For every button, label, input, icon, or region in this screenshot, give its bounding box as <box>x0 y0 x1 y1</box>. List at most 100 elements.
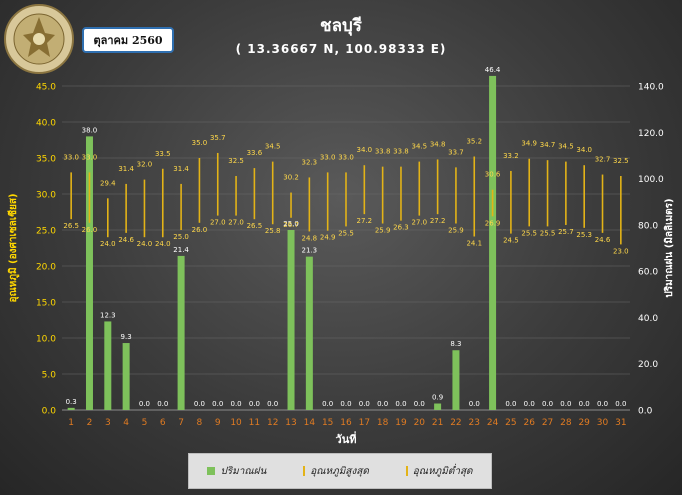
tmax-data-label: 33.5 <box>155 150 171 158</box>
right-axis-label: ปริมาณฝน (มิลลิเมตร) <box>663 198 675 297</box>
x-axis-tick-label: 7 <box>178 418 184 428</box>
tmax-data-label: 34.0 <box>357 146 373 154</box>
tmin-data-label: 27.2 <box>357 217 373 225</box>
rain-data-label: 0.0 <box>267 400 278 408</box>
left-axis-tick-label: 10.0 <box>36 335 56 345</box>
tmin-data-label: 27.0 <box>228 219 244 227</box>
x-axis-tick-label: 20 <box>414 418 426 428</box>
right-axis-tick-label: 20.0 <box>638 360 658 370</box>
rain-data-label: 0.0 <box>560 400 571 408</box>
right-axis-tick-label: 0.0 <box>638 407 653 417</box>
rain-data-label: 0.0 <box>395 400 406 408</box>
left-axis-tick-label: 15.0 <box>36 299 56 309</box>
tmin-data-label: 24.0 <box>137 240 153 248</box>
rain-data-label: 46.4 <box>485 66 501 74</box>
rain-data-label: 25.0 <box>283 220 299 228</box>
tmin-data-label: 27.0 <box>411 219 427 227</box>
rain-data-label: 0.9 <box>432 394 443 402</box>
tmin-data-label: 25.0 <box>173 233 189 241</box>
rain-data-label: 0.0 <box>469 400 480 408</box>
x-axis-tick-label: 2 <box>87 418 93 428</box>
tmax-data-label: 33.8 <box>393 148 409 156</box>
tmin-data-label: 24.8 <box>302 234 318 242</box>
tmin-data-label: 24.9 <box>320 234 336 242</box>
tmin-data-label: 25.9 <box>375 227 391 235</box>
rain-data-label: 0.0 <box>194 400 205 408</box>
legend-item-tmax: อุณหภูมิสูงสุด <box>303 464 369 479</box>
rain-data-label: 0.0 <box>139 400 150 408</box>
rain-data-label: 0.0 <box>579 400 590 408</box>
rain-data-label: 0.0 <box>542 400 553 408</box>
tmin-data-label: 25.5 <box>338 229 354 237</box>
left-axis-tick-label: 40.0 <box>36 119 56 129</box>
left-axis-tick-label: 5.0 <box>42 371 57 381</box>
rain-bar <box>434 403 442 410</box>
tmax-data-label: 34.8 <box>430 140 446 148</box>
tmin-data-label: 26.5 <box>247 222 263 230</box>
x-axis-tick-label: 17 <box>359 418 370 428</box>
rain-bar <box>287 230 295 410</box>
tmin-data-label: 24.1 <box>466 239 482 247</box>
tmin-data-label: 24.0 <box>100 240 116 248</box>
tmin-data-label: 27.2 <box>430 217 446 225</box>
left-axis-tick-label: 20.0 <box>36 263 56 273</box>
tmax-data-label: 35.7 <box>210 134 226 142</box>
rain-bar <box>452 350 460 410</box>
left-axis-tick-label: 45.0 <box>36 83 56 93</box>
x-axis-tick-label: 18 <box>377 418 389 428</box>
tmax-data-label: 33.0 <box>320 153 336 161</box>
rain-data-label: 12.3 <box>100 311 116 319</box>
x-axis-tick-label: 14 <box>304 418 316 428</box>
x-axis-tick-label: 26 <box>523 418 535 428</box>
rain-data-label: 0.0 <box>524 400 535 408</box>
right-axis-tick-label: 40.0 <box>638 314 658 324</box>
rain-data-label: 0.0 <box>322 400 333 408</box>
x-axis-tick-label: 24 <box>487 418 499 428</box>
rain-data-label: 0.0 <box>249 400 260 408</box>
x-axis-tick-label: 8 <box>197 418 203 428</box>
x-axis-tick-label: 22 <box>450 418 461 428</box>
tmax-data-label: 33.0 <box>82 153 98 161</box>
x-axis-tick-label: 27 <box>542 418 553 428</box>
tmax-data-label: 32.7 <box>595 156 611 164</box>
x-axis-tick-label: 29 <box>578 418 590 428</box>
x-axis-tick-label: 4 <box>123 418 129 428</box>
rain-data-label: 9.3 <box>121 333 132 341</box>
tmax-data-label: 34.5 <box>558 143 574 151</box>
tmax-data-label: 34.9 <box>521 140 537 148</box>
x-axis-tick-label: 30 <box>597 418 609 428</box>
x-axis-label: วันที่ <box>336 431 357 446</box>
legend-swatch-line <box>303 466 306 476</box>
temperature-ranges: 33.0 26.5 33.0 26.0 29.4 24.0 31.4 24.6 32.0 24.0… <box>63 134 628 255</box>
rain-data-label: 0.0 <box>230 400 241 408</box>
left-axis-tick-label: 30.0 <box>36 191 56 201</box>
tmax-data-label: 32.5 <box>613 157 629 165</box>
right-axis-tick-label: 100.0 <box>638 175 664 185</box>
legend-item-rain: ปริมาณฝน <box>207 464 266 479</box>
x-axis-tick-label: 23 <box>469 418 480 428</box>
x-axis-tick-label: 15 <box>322 418 333 428</box>
right-axis-tick-label: 60.0 <box>638 268 658 278</box>
x-axis: 1 2 3 4 5 6 7 8 9 10 11 12 13 14 15 16 17 18 19 20 21 22 23 24 2… <box>68 418 626 428</box>
rain-data-label: 0.0 <box>212 400 223 408</box>
legend-label-rain: ปริมาณฝน <box>220 465 267 477</box>
tmax-data-label: 32.0 <box>137 161 153 169</box>
x-axis-tick-label: 31 <box>615 418 626 428</box>
tmin-data-label: 26.3 <box>393 224 409 232</box>
tmax-data-label: 35.0 <box>192 139 208 147</box>
gridlines <box>62 85 630 411</box>
tmax-data-label: 33.2 <box>503 152 519 160</box>
tmax-data-label: 34.0 <box>576 146 592 154</box>
tmax-data-label: 33.0 <box>338 153 354 161</box>
x-axis-tick-label: 3 <box>105 418 111 428</box>
x-axis-tick-label: 9 <box>215 418 221 428</box>
tmin-data-label: 24.5 <box>503 237 519 245</box>
right-axis: 0.0 20.0 40.0 60.0 80.0 100.0 120.0 140.0 <box>638 83 664 417</box>
rain-data-label: 0.0 <box>615 400 626 408</box>
legend-swatch-line <box>405 466 408 476</box>
rain-data-label: 38.0 <box>82 126 98 134</box>
legend-label-tmin: อุณหภูมิต่ำสุด <box>412 465 473 477</box>
rain-data-label: 0.0 <box>505 400 516 408</box>
rain-data-label: 0.3 <box>66 398 77 406</box>
right-axis-tick-label: 80.0 <box>638 221 658 231</box>
